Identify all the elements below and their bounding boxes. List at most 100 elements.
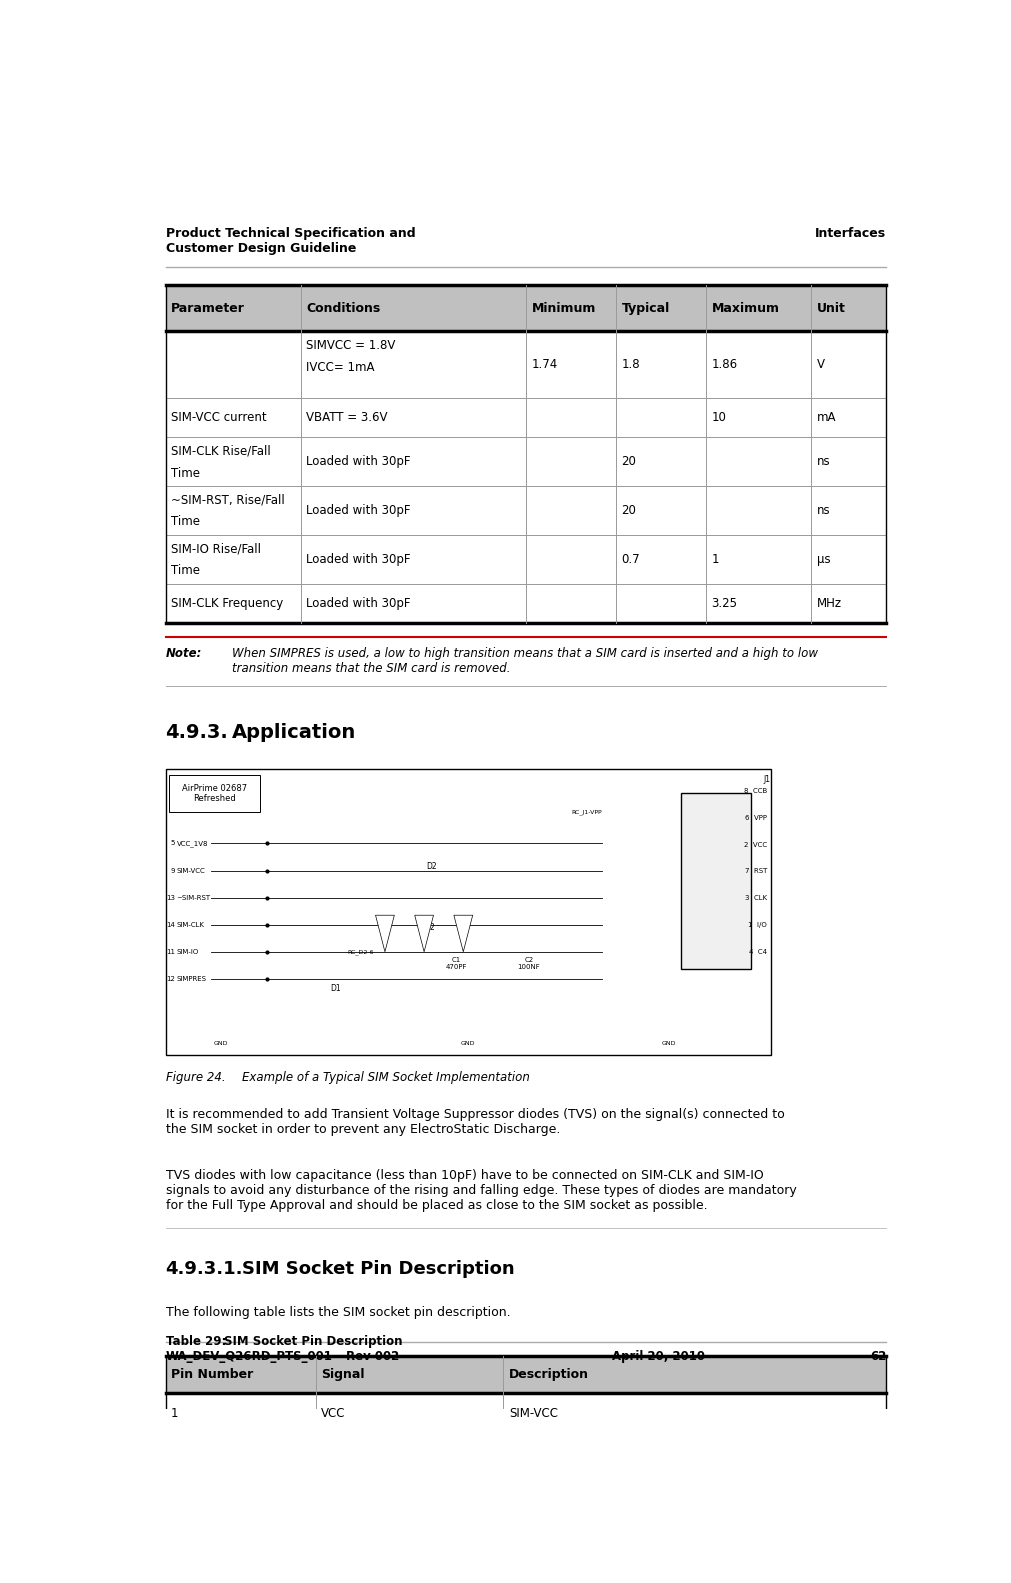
Text: 1  I/O: 1 I/O — [748, 921, 767, 928]
Polygon shape — [375, 915, 394, 951]
Text: Loaded with 30pF: Loaded with 30pF — [306, 456, 410, 469]
Text: 1: 1 — [171, 1407, 179, 1420]
Text: 20: 20 — [622, 503, 637, 518]
Text: 11: 11 — [166, 950, 175, 955]
Text: Example of a Typical SIM Socket Implementation: Example of a Typical SIM Socket Implemen… — [243, 1072, 530, 1084]
Text: 8  CCB: 8 CCB — [744, 788, 767, 795]
Text: Figure 24.: Figure 24. — [166, 1072, 225, 1084]
Text: Note:: Note: — [166, 647, 202, 660]
Text: WA_DEV_Q26RD_PTS_001: WA_DEV_Q26RD_PTS_001 — [166, 1350, 333, 1363]
Text: Typical: Typical — [622, 302, 670, 315]
Text: SIM-VCC current: SIM-VCC current — [171, 412, 267, 424]
Text: ~SIM-RST: ~SIM-RST — [177, 894, 210, 901]
Text: 3.25: 3.25 — [712, 597, 738, 609]
Text: SIM Socket Pin Description: SIM Socket Pin Description — [242, 1260, 515, 1277]
Text: 2  VCC: 2 VCC — [744, 842, 767, 847]
Text: C2
100NF: C2 100NF — [518, 958, 540, 970]
Text: GND: GND — [461, 1040, 475, 1046]
Text: 5: 5 — [171, 841, 175, 847]
Bar — [170, 776, 260, 812]
Text: VBATT = 3.6V: VBATT = 3.6V — [306, 412, 387, 424]
Text: MHz: MHz — [817, 597, 842, 609]
Polygon shape — [415, 915, 434, 951]
Text: SIM-VCC: SIM-VCC — [509, 1407, 558, 1420]
Text: Loaded with 30pF: Loaded with 30pF — [306, 597, 410, 609]
Text: 6  VPP: 6 VPP — [745, 815, 767, 820]
Text: AirPrime 02687
Refreshed: AirPrime 02687 Refreshed — [182, 784, 247, 803]
Text: Maximum: Maximum — [712, 302, 779, 315]
Text: 20: 20 — [622, 456, 637, 469]
Text: 0.7: 0.7 — [622, 552, 640, 565]
Text: D1: D1 — [330, 985, 341, 993]
Bar — [166, 1357, 887, 1393]
Text: Table 29:: Table 29: — [166, 1334, 225, 1347]
Text: 4.9.3.: 4.9.3. — [166, 722, 228, 741]
Text: 1.74: 1.74 — [532, 358, 558, 372]
Text: SIM-IO Rise/Fall: SIM-IO Rise/Fall — [171, 543, 261, 556]
Text: J1: J1 — [763, 776, 770, 784]
Text: V: V — [817, 358, 825, 372]
Text: Loaded with 30pF: Loaded with 30pF — [306, 503, 410, 518]
Text: SIM-CLK Frequency: SIM-CLK Frequency — [171, 597, 283, 609]
Text: Time: Time — [171, 516, 200, 529]
Text: µs: µs — [817, 552, 830, 565]
Text: ns: ns — [817, 503, 830, 518]
Text: SIM-VCC: SIM-VCC — [177, 867, 205, 874]
Text: Interfaces: Interfaces — [815, 226, 887, 239]
Text: SIM-CLK: SIM-CLK — [177, 921, 204, 928]
Text: mA: mA — [817, 412, 836, 424]
Text: When SIMPRES is used, a low to high transition means that a SIM card is inserted: When SIMPRES is used, a low to high tran… — [233, 647, 818, 674]
Text: 7  RST: 7 RST — [745, 869, 767, 874]
Text: 2: 2 — [430, 923, 435, 932]
Bar — [166, 437, 887, 486]
Text: 9: 9 — [171, 867, 175, 874]
Text: Description: Description — [509, 1368, 589, 1382]
Text: 14: 14 — [166, 921, 175, 928]
Text: Rev 002: Rev 002 — [346, 1350, 399, 1363]
Text: Conditions: Conditions — [306, 302, 380, 315]
Text: Application: Application — [233, 722, 357, 741]
Polygon shape — [454, 915, 473, 951]
Text: ~SIM-RST, Rise/Fall: ~SIM-RST, Rise/Fall — [171, 494, 285, 507]
Text: 62: 62 — [870, 1350, 887, 1363]
Text: 1: 1 — [712, 552, 719, 565]
Text: RC_J1-VPP: RC_J1-VPP — [571, 809, 602, 815]
Text: Signal: Signal — [321, 1368, 365, 1382]
Text: Unit: Unit — [817, 302, 845, 315]
Text: GND: GND — [213, 1040, 227, 1046]
Text: Parameter: Parameter — [171, 302, 245, 315]
Text: VCC_1V8: VCC_1V8 — [177, 841, 208, 847]
Text: 13: 13 — [166, 894, 175, 901]
Text: 4.9.3.1.: 4.9.3.1. — [166, 1260, 243, 1277]
Bar — [166, 584, 887, 622]
Text: Pin Number: Pin Number — [171, 1368, 254, 1382]
Text: Loaded with 30pF: Loaded with 30pF — [306, 552, 410, 565]
Text: 10: 10 — [712, 412, 727, 424]
Text: Time: Time — [171, 467, 200, 480]
Text: 4  C4: 4 C4 — [749, 948, 767, 955]
Text: C1
470PF: C1 470PF — [446, 958, 467, 970]
Text: TVS diodes with low capacitance (less than 10pF) have to be connected on SIM-CLK: TVS diodes with low capacitance (less th… — [166, 1168, 797, 1211]
Bar — [166, 769, 771, 1056]
Text: GND: GND — [662, 1040, 676, 1046]
Text: SIMVCC = 1.8V: SIMVCC = 1.8V — [306, 339, 395, 351]
Text: RC_D2-6: RC_D2-6 — [347, 948, 374, 955]
Text: D2: D2 — [427, 863, 438, 871]
Text: Customer Design Guideline: Customer Design Guideline — [166, 242, 356, 255]
Text: It is recommended to add Transient Voltage Suppressor diodes (TVS) on the signal: It is recommended to add Transient Volta… — [166, 1108, 785, 1135]
Text: 3  CLK: 3 CLK — [745, 894, 767, 901]
Text: SIM-IO: SIM-IO — [177, 950, 199, 955]
Text: 1.86: 1.86 — [712, 358, 738, 372]
Text: Product Technical Specification and: Product Technical Specification and — [166, 226, 416, 239]
Bar — [166, 285, 887, 331]
Text: ns: ns — [817, 456, 830, 469]
Text: Minimum: Minimum — [532, 302, 595, 315]
Bar — [166, 331, 887, 399]
Text: VCC: VCC — [321, 1407, 346, 1420]
Text: April 20, 2010: April 20, 2010 — [612, 1350, 705, 1363]
Bar — [166, 535, 887, 584]
Text: SIMPRES: SIMPRES — [177, 977, 206, 983]
Bar — [681, 793, 751, 969]
Bar — [166, 486, 887, 535]
Bar — [166, 399, 887, 437]
